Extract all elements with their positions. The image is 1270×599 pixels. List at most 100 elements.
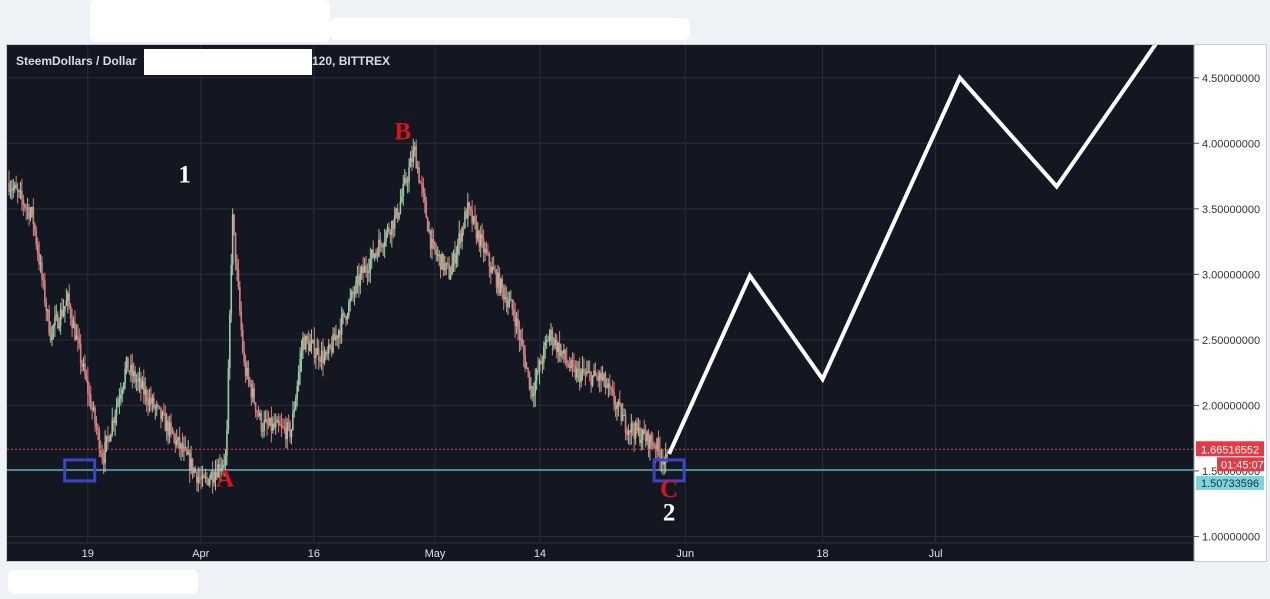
- plot-background: [7, 45, 1194, 543]
- projection-path: [667, 45, 1158, 455]
- candle-body: [614, 404, 617, 409]
- price-chart[interactable]: 1.000000001.500000002.000000002.50000000…: [7, 45, 1266, 561]
- candle-body: [187, 452, 190, 455]
- candle-body: [91, 408, 93, 410]
- candle-body: [85, 375, 88, 380]
- candle-body: [359, 273, 362, 286]
- candle-body: [137, 380, 139, 382]
- wave-label: 1: [178, 162, 191, 189]
- candle-body: [158, 406, 161, 408]
- candle-body: [441, 254, 443, 270]
- candle-body: [624, 414, 627, 433]
- candle-body: [554, 339, 557, 345]
- candle-body: [292, 412, 294, 430]
- support-box-marker: [652, 458, 686, 483]
- grid-horizontal: [7, 77, 1194, 537]
- candle-body: [349, 297, 352, 303]
- candle-body: [451, 264, 453, 275]
- candle-body: [389, 232, 392, 236]
- candle-body: [59, 309, 62, 326]
- candle-body: [495, 271, 498, 288]
- candle-body: [586, 372, 588, 374]
- x-tick-label: 14: [534, 548, 546, 560]
- candle-body: [326, 352, 329, 354]
- candle-body: [22, 199, 25, 205]
- candle-body: [616, 405, 618, 409]
- candle-body: [94, 407, 96, 424]
- title-redaction: [144, 49, 312, 75]
- y-tick-label: 3.00000000: [1202, 269, 1260, 281]
- candle-body: [482, 238, 485, 253]
- candle-body: [666, 453, 668, 458]
- candle-body: [88, 393, 91, 395]
- candle-body: [34, 224, 36, 231]
- candle-body: [121, 389, 124, 395]
- candle-body: [438, 254, 440, 256]
- candle-body: [223, 464, 225, 466]
- candle-body: [216, 471, 218, 478]
- candle-body: [545, 340, 548, 343]
- candle-body: [663, 461, 666, 465]
- candle-body: [360, 266, 363, 274]
- candle-body: [600, 372, 602, 380]
- candle-body: [340, 315, 343, 335]
- candle-body: [120, 394, 122, 399]
- candle-body: [101, 453, 104, 460]
- candle-body: [61, 309, 63, 316]
- candle-body: [270, 417, 273, 431]
- candle-body: [112, 419, 115, 423]
- candle-body: [406, 181, 409, 183]
- x-tick-label: 19: [82, 548, 94, 560]
- time-axis[interactable]: [7, 543, 1194, 561]
- redaction-top-right: [330, 18, 690, 40]
- candle-body: [55, 314, 58, 318]
- candle-body: [81, 362, 83, 367]
- candle-body: [445, 262, 448, 264]
- candle-body: [348, 302, 350, 316]
- candle-body: [477, 230, 479, 239]
- price-axis[interactable]: [1194, 45, 1266, 561]
- candle-body: [644, 434, 647, 442]
- candle-body: [95, 423, 98, 429]
- candle-body: [175, 439, 178, 445]
- candle-body: [287, 421, 290, 424]
- candle-body: [568, 366, 571, 369]
- candle-body: [594, 370, 597, 376]
- candle-body: [527, 367, 529, 372]
- candle-body: [479, 234, 482, 247]
- support-tag: [1196, 475, 1264, 490]
- candle-body: [561, 350, 564, 354]
- candle-body: [474, 216, 476, 222]
- candle-body: [102, 459, 105, 464]
- candle-body: [214, 471, 217, 480]
- candle-body: [12, 187, 15, 190]
- candle-body: [92, 407, 95, 410]
- candle-body: [382, 246, 385, 248]
- candle-body: [247, 367, 250, 379]
- candle-body: [590, 372, 592, 386]
- candle-body: [128, 371, 131, 373]
- candle-body: [481, 234, 483, 239]
- candle-body: [257, 411, 260, 417]
- candle-body: [66, 293, 69, 301]
- candle-body: [395, 208, 397, 216]
- candle-body: [107, 435, 109, 437]
- candle-body: [508, 300, 511, 304]
- candle-body: [302, 337, 304, 351]
- candle-body: [403, 177, 406, 184]
- candle-body: [72, 322, 75, 329]
- candle-body: [305, 336, 307, 350]
- candle-body: [115, 406, 118, 416]
- candle-body: [44, 280, 46, 303]
- candle-body: [412, 149, 415, 163]
- candle-body: [297, 372, 300, 387]
- candle-body: [141, 380, 144, 389]
- candle-body: [650, 435, 653, 443]
- candle-body: [517, 318, 519, 330]
- candle-body: [399, 201, 402, 213]
- candle-body: [541, 362, 544, 364]
- candle-body: [160, 407, 162, 420]
- candle-body: [401, 196, 403, 202]
- redaction-top: [90, 0, 330, 42]
- candle-body: [25, 207, 28, 209]
